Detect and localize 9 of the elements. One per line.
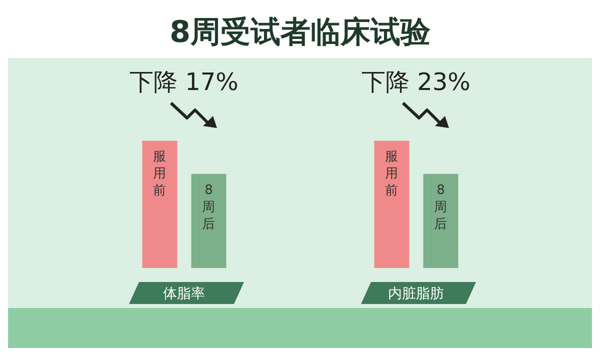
chart-title: 8周受试者临床试验 — [168, 14, 432, 52]
series-label: 8周后 — [202, 182, 216, 232]
x-tick-label: 内脏脂肪 — [388, 286, 444, 302]
text: 服用前 — [385, 150, 398, 199]
x-tick-label: 体脂率 — [163, 286, 205, 302]
series-label: 服用前 — [153, 150, 166, 199]
text: 下降 17% — [128, 67, 240, 98]
text: 下降 23% — [360, 67, 472, 98]
text: 8周后 — [434, 182, 448, 232]
